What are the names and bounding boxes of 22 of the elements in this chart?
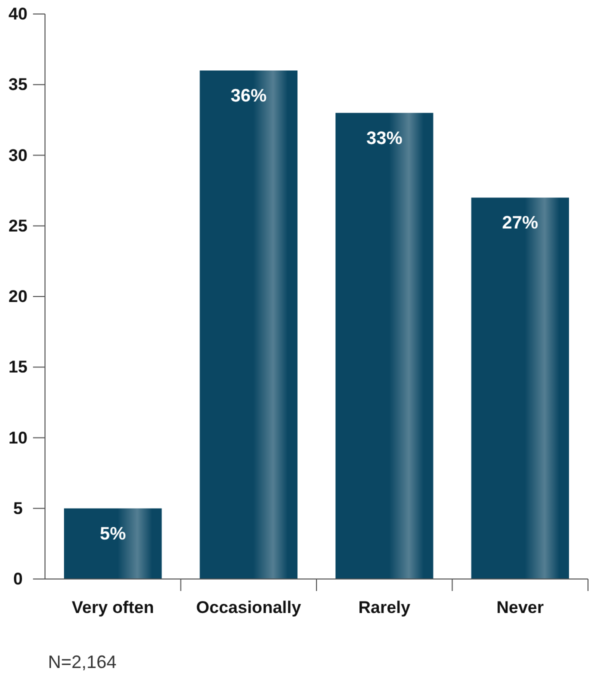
data-label: 5% <box>100 523 126 544</box>
y-tick-label: 15 <box>8 358 28 377</box>
bar <box>200 70 298 579</box>
data-label: 27% <box>502 212 538 233</box>
y-tick-label: 10 <box>8 428 28 448</box>
x-tick-label: Never <box>496 598 544 617</box>
data-label: 36% <box>230 86 267 106</box>
y-tick-label: 0 <box>13 570 23 588</box>
x-tick-label: Occasionally <box>196 598 302 617</box>
bar <box>471 198 569 579</box>
text: N=2,164 <box>48 652 117 672</box>
bar <box>64 508 162 579</box>
bar <box>336 112 434 579</box>
x-tick-label: Very often <box>72 598 154 617</box>
x-tick-label: Rarely <box>358 598 411 617</box>
y-tick-label: 5 <box>13 498 23 518</box>
y-tick-label: 20 <box>8 287 28 306</box>
y-tick-label: 40 <box>8 4 28 24</box>
y-tick-label: 30 <box>8 146 28 165</box>
data-label: 33% <box>366 128 402 148</box>
y-tick-label: 35 <box>8 75 28 94</box>
y-tick-label: 25 <box>8 216 28 236</box>
